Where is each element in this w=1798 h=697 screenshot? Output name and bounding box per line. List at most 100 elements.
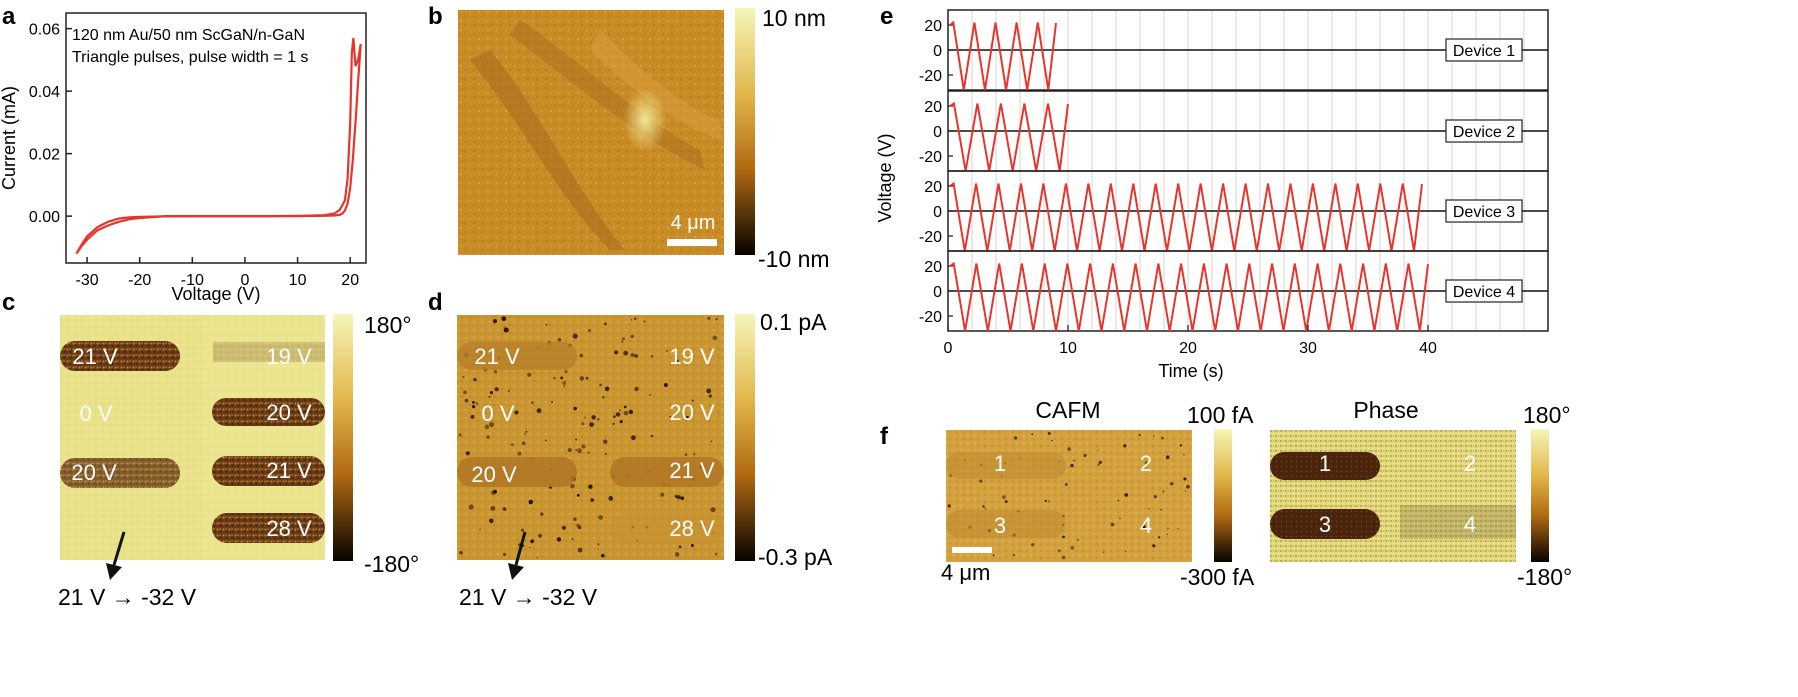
panel-e-device-legend-box: [1445, 38, 1523, 62]
phase-c-label-28v: 28 V: [266, 516, 312, 541]
panel-a-y-label: Current (mA): [0, 86, 19, 190]
cafm-d-spot: [479, 528, 482, 531]
cafm-d-spot: [573, 406, 577, 411]
phase-f-label-2: 2: [1464, 451, 1476, 476]
cafm-d-spot: [676, 359, 679, 363]
cafm-d-spot: [576, 493, 580, 497]
cafm-d-label-0v: 0 V: [481, 401, 514, 426]
cafm-f-spot: [1179, 444, 1183, 447]
phase-c-label-21v-right: 21 V: [266, 458, 312, 483]
cafm-d-spot: [458, 433, 462, 437]
cafm-d-spot: [613, 415, 616, 418]
cafm-d-spot: [588, 329, 591, 332]
cafm-f-spot: [1083, 453, 1087, 458]
cafm-f-spot: [1186, 484, 1190, 489]
panel-e-x-tick-label: 20: [1179, 340, 1197, 357]
cafm-d-spot: [520, 528, 525, 532]
cafm-d-spot: [540, 512, 544, 516]
phase-c-stripe-19v: [213, 342, 325, 362]
cafm-f-dark-spots: [947, 432, 1190, 560]
cafm-d-spot: [462, 375, 465, 378]
cafm-d-spot: [604, 386, 610, 392]
cafm-f-spot: [1077, 539, 1079, 541]
cafm-d-spot: [475, 402, 478, 405]
panel-a-x-label: Voltage (V): [171, 284, 260, 304]
panel-c-colorbar: [333, 314, 353, 561]
cafm-d-stripe-28v: [610, 514, 724, 544]
panel-c-colorbar-min: -180°: [364, 551, 419, 577]
cafm-d-arrow-shaft: [514, 531, 527, 566]
cafm-d-spot: [553, 376, 556, 380]
cafm-d-spot: [663, 383, 668, 387]
cafm-f-spot: [1012, 553, 1015, 557]
cafm-d-spot: [623, 350, 629, 356]
panel-a-x-tick-label: 20: [341, 272, 359, 289]
cafm-d-spot: [623, 410, 629, 416]
phase-c-stripe-21v-right: [212, 456, 325, 486]
panel-f-phase-title: Phase: [1353, 397, 1418, 423]
cafm-f-spot: [982, 505, 985, 508]
panel-f-phase-colorbar: [1531, 429, 1549, 562]
cafm-d-spot: [599, 383, 602, 387]
panel-e-device-legend-box: [1445, 279, 1523, 303]
cafm-d-spot: [564, 370, 568, 374]
cafm-d-spot: [501, 316, 507, 322]
cafm-f-label-2: 2: [1140, 451, 1152, 476]
cafm-d-spot: [710, 507, 716, 513]
cafm-d-spot: [545, 439, 547, 442]
panel-letter-f: f: [880, 423, 889, 450]
cafm-d-label-21v-right: 21 V: [669, 458, 715, 483]
cafm-d-spot: [623, 405, 627, 409]
cafm-f-spot: [1110, 522, 1115, 527]
cafm-d-spot: [572, 333, 578, 339]
panel-e-y-tick-label: 20: [924, 18, 942, 35]
cafm-d-spot: [490, 506, 496, 511]
panel-e-y-tick-label: -20: [919, 309, 942, 326]
cafm-d-spot: [693, 453, 696, 456]
cafm-d-spot: [603, 439, 608, 444]
cafm-d-spot: [712, 335, 718, 341]
panel-f-cafm-colorbar: [1214, 429, 1232, 562]
cafm-d-spot: [597, 418, 600, 421]
cafm-d-spot: [660, 492, 665, 497]
phase-c-arrow-shaft: [112, 531, 126, 566]
cafm-f-spot: [1124, 493, 1128, 497]
cafm-d-spot: [503, 327, 509, 333]
cafm-d-spot: [676, 495, 681, 500]
panel-e-y-tick-label: 0: [933, 284, 942, 301]
cafm-d-spot: [708, 394, 712, 398]
cafm-d-spot: [634, 386, 639, 392]
cafm-d-spot: [666, 349, 669, 352]
cafm-f-spot: [1070, 545, 1075, 550]
panel-e-y-tick-label: 20: [924, 99, 942, 116]
cafm-d-spot: [584, 416, 586, 419]
cafm-d-spot: [492, 319, 498, 324]
cafm-d-spot: [628, 409, 634, 415]
cafm-d-spot: [472, 401, 475, 404]
cafm-f-spot: [1138, 433, 1141, 437]
cafm-d-spot: [685, 415, 689, 419]
cafm-f-spot: [1062, 535, 1065, 539]
cafm-d-spot: [581, 444, 586, 449]
cafm-d-spot: [690, 544, 694, 547]
panel-d-colorbar-max: 0.1 pA: [760, 309, 827, 335]
cafm-d-spot: [618, 409, 621, 412]
cafm-d-spot: [598, 515, 603, 520]
panel-e-device-label: Device 3: [1453, 204, 1515, 221]
cafm-d-spot: [691, 399, 694, 402]
cafm-d-spot: [631, 435, 636, 441]
panel-letter-c: c: [2, 289, 15, 316]
cafm-d-spot: [560, 376, 564, 380]
panel-e-subplot-device-1: -20 0 20 Device 1: [919, 9, 1549, 91]
panel-a-y-tick-label: 0.02: [29, 147, 60, 164]
panel-letter-d: d: [428, 289, 443, 316]
cafm-d-spot: [502, 507, 507, 511]
panel-f-phase-colorbar-max: 180°: [1523, 402, 1571, 428]
cafm-d-spot: [529, 546, 531, 549]
panel-e-waveform-device-2: [949, 101, 1069, 172]
cafm-f-spot: [1103, 551, 1105, 553]
cafm-d-spot: [597, 543, 600, 546]
panel-b-colorbar: [735, 8, 755, 255]
cafm-f-spot: [1183, 453, 1185, 456]
panel-letter-b: b: [428, 3, 443, 30]
